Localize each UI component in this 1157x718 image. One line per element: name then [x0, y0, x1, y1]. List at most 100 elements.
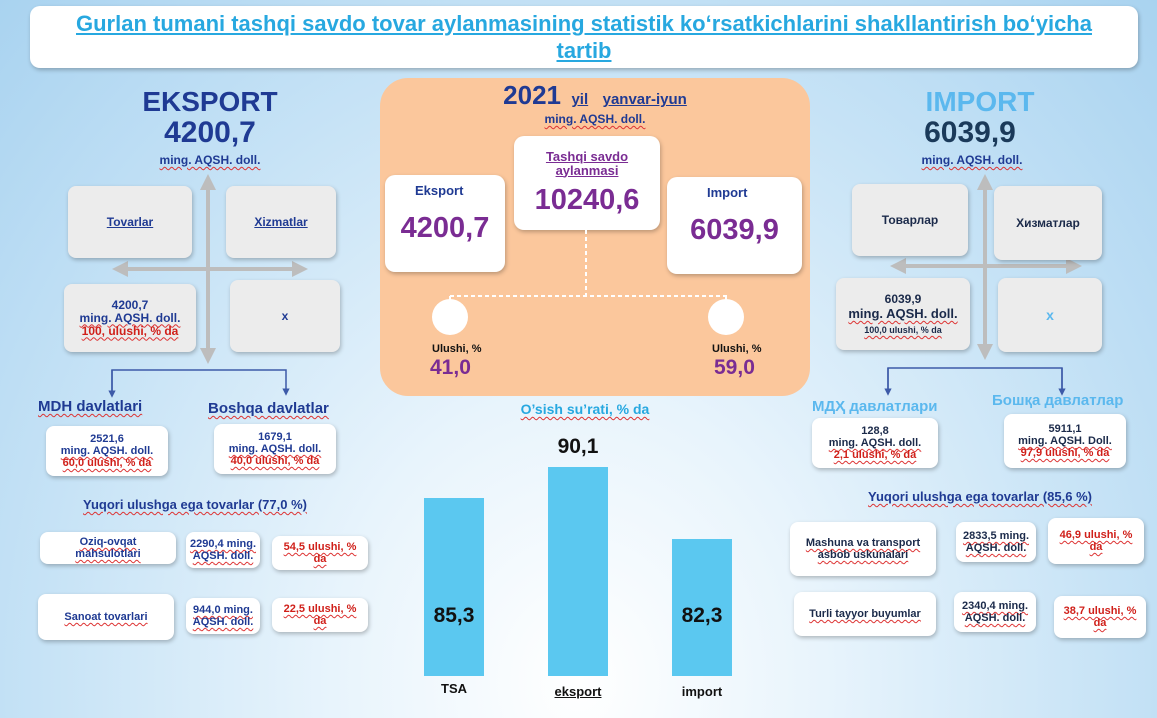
import-item-1-name-box: Mashuna va transport asbob uskunalari	[790, 522, 936, 576]
center-export-value: 4200,7	[400, 212, 490, 244]
import-top-goods-heading: Yuqori ulushga ega tovarlar (85,6 %)	[868, 489, 1092, 504]
period-year-suffix: yil	[571, 91, 589, 108]
export-services-label: Xizmatlar	[254, 214, 308, 229]
export-split-connector	[108, 369, 290, 398]
center-import-value: 6039,9	[690, 214, 779, 246]
export-other-share: 40,0 ulushi, % da	[230, 455, 320, 467]
x-tick-TSA: TSA	[441, 681, 467, 696]
share-value-left: 41,0	[430, 356, 471, 379]
bar-value-label-TSA: 85,3	[433, 604, 475, 627]
import-item-1-value: 2833,5 ming. AQSH. doll.	[962, 530, 1030, 554]
import-goods-label: Товарлар	[881, 212, 939, 227]
turnover-label: Tashqi savdo aylanmasi	[545, 148, 629, 178]
export-goods-share: 100, ulushi, % da	[81, 323, 179, 338]
share-label-left: Ulushi, %	[432, 343, 482, 355]
period-year: 2021	[503, 80, 562, 110]
import-item-2-share-box: 38,7 ulushi, % da	[1054, 596, 1146, 638]
import-cis-value: 128,8	[861, 425, 889, 437]
export-goods-box: Tovarlar	[68, 186, 192, 258]
export-goods-label: Tovarlar	[106, 214, 154, 229]
x-tick-import: import	[681, 684, 723, 699]
bar-value-label-eksport: 90,1	[557, 434, 599, 458]
export-heading: EKSPORT	[142, 86, 278, 117]
page-title: Gurlan tumani tashqi savdo tovar aylanma…	[76, 11, 1092, 63]
export-item-1-value-box: 2290,4 ming. AQSH. doll.	[186, 532, 260, 568]
bar-import	[672, 539, 732, 676]
export-item-1-value: 2290,4 ming. AQSH. doll.	[189, 538, 257, 562]
export-item-1-name: Oziq-ovqat mahsulotlari	[75, 536, 141, 560]
bar-eksport	[548, 466, 608, 676]
import-other-label: Бошқа давлатлар	[992, 392, 1124, 409]
export-item-2-share-box: 22,5 ulushi, % da	[272, 598, 368, 632]
title-banner: Gurlan tumani tashqi savdo tovar aylanma…	[30, 6, 1138, 68]
import-goods-value-box: 6039,9 ming. AQSH. doll. 100,0 ulushi, %…	[836, 278, 970, 350]
export-goods-unit: ming. AQSH. doll.	[79, 310, 181, 325]
import-cross-arrows	[890, 174, 1082, 360]
export-cis-label: MDH davlatlari	[38, 398, 143, 415]
import-total-unit: ming. AQSH. doll.	[921, 153, 1023, 167]
export-other-box: 1679,1 ming. AQSH. doll. 40,0 ulushi, % …	[214, 424, 336, 474]
import-split-connector	[884, 367, 1066, 396]
import-services-label: Хизматлар	[1016, 215, 1080, 230]
import-services-box: Хизматлар	[994, 186, 1102, 260]
bar-chart: 85,3 TSA 90,1 eksport 82,3 import	[400, 420, 740, 710]
import-item-2-value-box: 2340,4 ming. AQSH. doll.	[954, 592, 1036, 632]
share-value-right: 59,0	[714, 356, 755, 379]
import-cis-label: МДҲ давлатлари	[812, 398, 938, 415]
center-import-box: Import 6039,9	[667, 177, 802, 274]
import-other-unit: ming. AQSH. Doll.	[1018, 435, 1112, 447]
turnover-box: Tashqi savdo aylanmasi 10240,6	[514, 136, 660, 230]
import-cis-share: 2,1 ulushi, % da	[833, 449, 917, 461]
import-cis-unit: ming. AQSH. doll.	[828, 437, 922, 449]
export-other-value: 1679,1	[258, 431, 292, 443]
chart-title: O’sish su’rati, % da	[520, 401, 650, 417]
import-heading: IMPORT	[925, 86, 1035, 117]
export-services-box: Xizmatlar	[226, 186, 336, 258]
import-goods-box: Товарлар	[852, 184, 968, 256]
export-item-1-share-box: 54,5 ulushi, % da	[272, 536, 368, 570]
import-item-2-name-box: Turli tayyor buyumlar	[794, 592, 936, 636]
center-export-box: Eksport 4200,7	[385, 175, 505, 272]
import-goods-value: 6039,9	[884, 292, 922, 306]
export-services-value: x	[281, 308, 289, 323]
export-item-2-share: 22,5 ulushi, % da	[283, 603, 357, 627]
import-goods-share: 100,0 ulushi, % da	[864, 325, 942, 335]
turnover-value: 10240,6	[534, 183, 640, 216]
export-other-unit: ming. AQSH. doll.	[228, 443, 322, 455]
export-top-goods-heading: Yuqori ulushga ega tovarlar (77,0 %)	[83, 497, 307, 512]
export-goods-value: 4200,7	[111, 297, 149, 312]
export-cis-unit: ming. AQSH. doll.	[60, 445, 154, 457]
share-label-right: Ulushi, %	[712, 343, 762, 355]
period-header: 2021 yil yanvar-iyun	[380, 80, 810, 111]
import-other-box: 5911,1 ming. AQSH. Doll. 97,9 ulushi, % …	[1004, 414, 1126, 468]
share-circle-right	[708, 299, 744, 335]
period-unit: ming. AQSH. doll.	[544, 112, 646, 126]
export-goods-value-box: 4200,7 ming. AQSH. doll. 100, ulushi, % …	[64, 284, 196, 352]
import-item-2-name: Turli tayyor buyumlar	[809, 608, 921, 620]
import-item-1-name: Mashuna va transport asbob uskunalari	[805, 537, 921, 561]
export-item-2-name-box: Sanoat tovarlari	[38, 594, 174, 640]
import-other-share: 97,9 ulushi, % da	[1020, 447, 1110, 459]
import-item-1-share-box: 46,9 ulushi, % da	[1048, 518, 1144, 564]
export-item-1-name-box: Oziq-ovqat mahsulotlari	[40, 532, 176, 564]
import-item-1-share: 46,9 ulushi, % da	[1059, 529, 1133, 553]
center-import-label: Import	[707, 185, 748, 200]
export-item-2-value: 944,0 ming. AQSH. doll.	[192, 604, 254, 628]
export-services-value-box: x	[230, 280, 340, 352]
export-total-value: 4200,7	[164, 116, 256, 149]
import-goods-unit: ming. AQSH. doll.	[848, 306, 958, 321]
share-connector	[449, 230, 730, 308]
period-months: yanvar-iyun	[602, 91, 687, 108]
export-other-label: Boshqa davlatlar	[208, 400, 329, 417]
import-services-value-box: x	[998, 278, 1102, 352]
import-item-1-value-box: 2833,5 ming. AQSH. doll.	[956, 522, 1036, 562]
export-item-2-name: Sanoat tovarlari	[64, 611, 148, 623]
share-circle-left	[432, 299, 468, 335]
import-other-value: 5911,1	[1048, 423, 1082, 435]
bar-TSA	[424, 498, 484, 676]
export-cis-share: 60,0 ulushi, % da	[62, 457, 152, 469]
import-item-2-value: 2340,4 ming. AQSH. doll.	[961, 600, 1029, 624]
center-export-label: Eksport	[415, 183, 464, 198]
export-total-unit: ming. AQSH. doll.	[159, 153, 261, 167]
x-tick-eksport: eksport	[554, 684, 602, 699]
